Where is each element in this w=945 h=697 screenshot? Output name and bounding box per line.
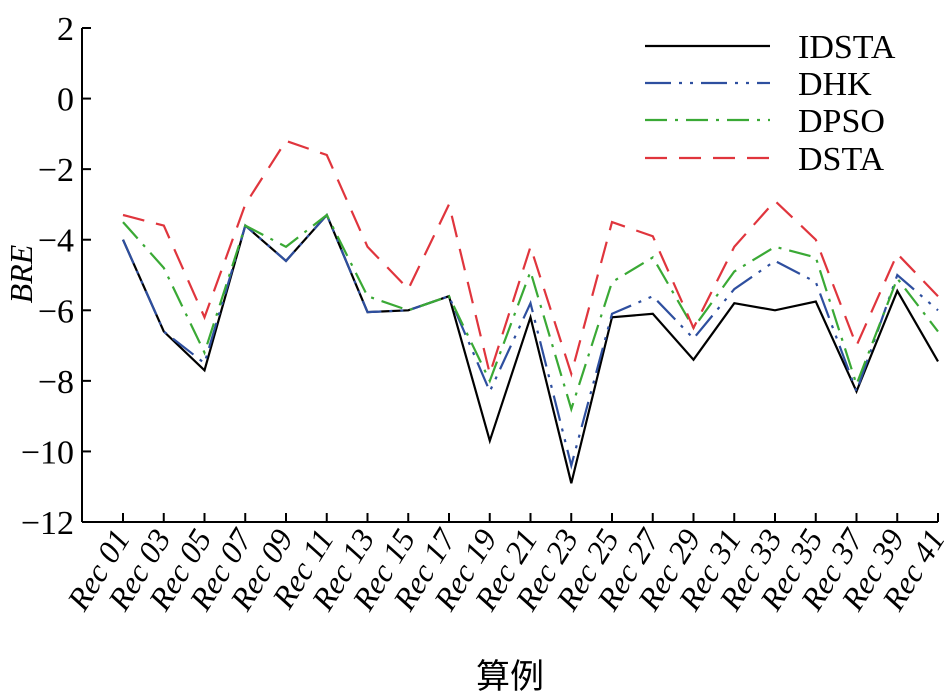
y-tick-label: −4: [38, 223, 74, 260]
axes: [81, 28, 938, 523]
y-tick-label: −8: [38, 364, 74, 401]
legend-label-idsta: IDSTA: [798, 29, 896, 66]
legend-label-dhk: DHK: [798, 66, 872, 103]
series-line-dhk: [121, 212, 939, 470]
y-tick-label: −10: [21, 434, 74, 471]
series-line-dpso: [122, 213, 939, 413]
y-tick-label: 2: [57, 11, 74, 48]
series-line-idsta: [121, 212, 939, 484]
series-line-dsta: [122, 139, 939, 378]
y-tick-label: 0: [57, 82, 74, 119]
series-lines: [121, 139, 939, 484]
x-axis-title: 算例: [476, 658, 544, 696]
legend-label-dsta: DSTA: [798, 141, 885, 178]
y-tick-label: −12: [21, 505, 74, 542]
y-tick-label: −6: [38, 293, 74, 330]
y-tick-label: −2: [38, 152, 74, 189]
legend-label-dpso: DPSO: [798, 103, 885, 140]
y-axis-ticks: 2 0 −2 −4 −6 −8 −10 −12: [21, 11, 91, 542]
y-axis-title: BRE: [3, 244, 39, 303]
